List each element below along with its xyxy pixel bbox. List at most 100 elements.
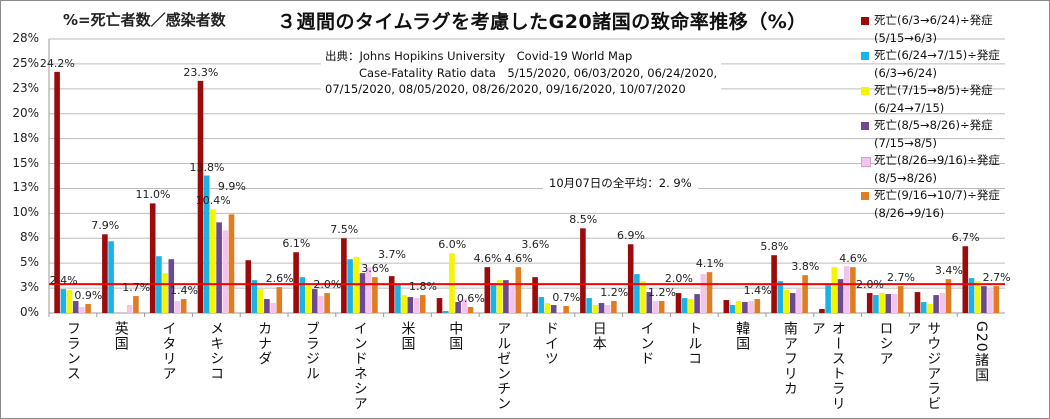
bar: [598, 303, 605, 313]
bar: [968, 278, 975, 313]
bar: [305, 286, 312, 313]
bar: [467, 307, 474, 313]
bar: [748, 301, 754, 313]
bar: [359, 273, 366, 313]
bar: [180, 299, 187, 313]
legend-label: 死亡(6/24→7/15)÷発症: [874, 48, 1000, 62]
data-label: 7.9%: [91, 219, 120, 233]
bar: [627, 244, 634, 313]
data-label: 6.9%: [617, 229, 645, 243]
bar: [974, 281, 981, 313]
bar: [783, 290, 790, 313]
bar: [634, 274, 640, 313]
bar: [914, 292, 921, 313]
legend-label: (8/26→9/16): [874, 205, 945, 220]
bar: [843, 266, 850, 313]
bar: [866, 293, 873, 313]
y-tick-label: 28%: [12, 31, 39, 45]
y-tick-label: 3%: [19, 280, 39, 295]
bar: [324, 293, 330, 313]
category-label: 英国: [112, 321, 129, 351]
bar: [742, 302, 748, 313]
bar: [299, 277, 306, 313]
data-label: 2.0%: [313, 278, 342, 292]
bar: [987, 289, 993, 313]
bar: [54, 71, 60, 313]
legend-swatch: [861, 52, 869, 60]
data-label: 0.6%: [456, 292, 485, 306]
bar: [251, 280, 258, 313]
bar: [729, 305, 736, 313]
bar: [318, 296, 324, 313]
data-label: 3.6%: [521, 238, 550, 252]
bar: [640, 281, 646, 313]
data-label: 1.2%: [600, 286, 629, 300]
data-label: 4.6%: [504, 252, 533, 266]
bar: [311, 289, 318, 313]
bar: [981, 286, 987, 313]
bar: [532, 277, 538, 313]
bar: [927, 304, 933, 313]
bar: [604, 305, 611, 313]
source-line: Case-Fatality Ratio data 5/15/2020, 06/0…: [359, 65, 718, 80]
bar: [174, 301, 181, 313]
bar: [503, 280, 509, 313]
data-label: 2.4%: [49, 274, 78, 288]
category-label: フランス: [64, 321, 81, 381]
category-label: ドイツ: [542, 321, 559, 366]
bar: [592, 305, 599, 313]
category-label: メキシコ: [208, 321, 225, 381]
bar: [802, 275, 808, 313]
data-label: 6.0%: [438, 238, 467, 252]
category-label: アルゼンチン: [495, 321, 512, 411]
bar: [819, 309, 825, 313]
legend-label: (6/3→6/24): [874, 65, 937, 80]
bar: [939, 293, 946, 313]
legend-label: (7/15→8/5): [874, 135, 937, 150]
bar: [933, 295, 939, 313]
bar: [216, 222, 222, 313]
legend-label: (5/15→6/3): [874, 30, 937, 45]
bar: [203, 175, 210, 313]
category-label: サウジアラビア: [905, 321, 942, 411]
bar: [538, 297, 545, 313]
bar: [544, 303, 551, 313]
legend-item: 死亡(8/26→9/16)÷発症 (8/5→8/26): [861, 152, 1000, 187]
legend-label: (8/5→8/26): [874, 170, 937, 185]
data-label: 6.1%: [282, 237, 311, 251]
bar: [270, 303, 276, 313]
bar: [126, 305, 133, 313]
y-tick-label: 8%: [19, 230, 39, 245]
bar: [777, 281, 784, 313]
bar: [490, 283, 497, 313]
bar: [945, 279, 952, 313]
bar: [496, 280, 503, 313]
bar: [694, 294, 700, 313]
bar: [879, 293, 885, 313]
y-tick-label: 10%: [12, 205, 39, 220]
bar: [365, 267, 372, 313]
data-label: 1.4%: [743, 284, 772, 298]
chart-title: ３週間のタイムラグを考慮したG20諸国の致命率推移（%）: [277, 11, 807, 33]
category-label: 日本: [590, 321, 607, 351]
bar: [228, 214, 235, 313]
bar: [442, 311, 449, 313]
y-tick-label: 18%: [12, 130, 39, 145]
bar: [723, 300, 730, 313]
bar: [550, 305, 557, 313]
category-label: イタリア: [160, 321, 177, 381]
bar: [563, 306, 569, 313]
bar: [60, 289, 67, 313]
bar: [372, 277, 378, 313]
bar: [652, 301, 659, 313]
average-note: 10月07日の全平均：2. 9%: [543, 175, 698, 191]
bar: [789, 293, 796, 313]
data-label: 10.4%: [195, 194, 231, 208]
category-label: インド: [638, 321, 655, 366]
bar: [688, 299, 694, 313]
legend-label: (6/24→7/15): [874, 100, 945, 115]
bar: [461, 299, 468, 313]
category-label: 米国: [399, 321, 416, 351]
category-label: インドネシア: [351, 321, 368, 411]
